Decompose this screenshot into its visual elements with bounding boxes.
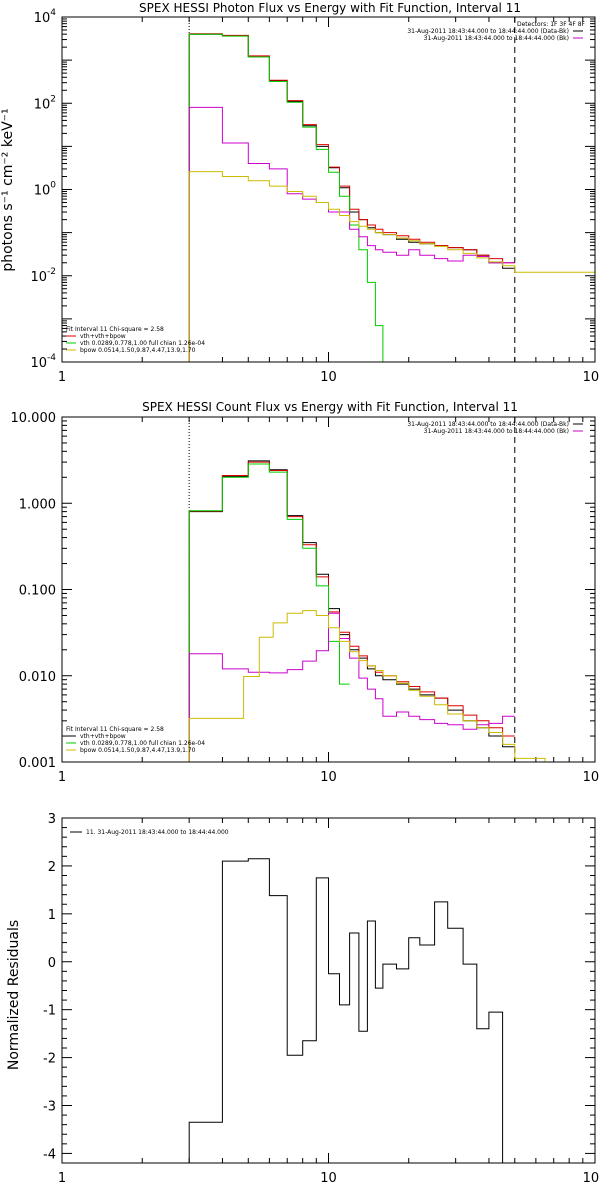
x-tick-label: 100: [583, 370, 600, 385]
y-tick-label: -3: [43, 1100, 56, 1115]
detectors-legend-entry: 31-Aug-2011 18:43:44.000 to 18:44:44.000…: [424, 35, 569, 42]
y-tick-label: 102: [34, 94, 56, 112]
y-tick-label: 1.000: [19, 497, 56, 512]
count-panel-title: SPEX HESSI Count Flux vs Energy with Fit…: [142, 400, 518, 414]
residuals-panel-y-axis-label: Normalized Residuals: [6, 920, 22, 1070]
y-tick-label: 2: [48, 860, 56, 875]
x-tick-label: 100: [583, 770, 600, 785]
fit-legend-header: Fit Interval 11 Chi-square = 2.58: [66, 326, 164, 333]
y-tick-label: -2: [43, 1052, 56, 1067]
series-vth2-line: [188, 612, 515, 762]
detectors-legend-entry: 31-Aug-2011 18:43:44.000 to 18:44:44.000…: [407, 421, 569, 428]
y-tick-label: 0.001: [19, 756, 56, 771]
detectors-legend-entry: 31-Aug-2011 18:43:44.000 to 18:44:44.000…: [424, 428, 569, 435]
x-tick-label: 1: [58, 770, 66, 785]
photon-panel-title: SPEX HESSI Photon Flux vs Energy with Fi…: [139, 1, 521, 15]
y-tick-label: 1: [48, 908, 56, 923]
x-tick-label: 1: [58, 370, 66, 385]
detectors-legend-entry: 31-Aug-2011 18:43:44.000 to 18:44:44.000…: [407, 28, 569, 35]
residuals-panel-frame: [61, 817, 596, 1164]
x-tick-label: 10: [320, 370, 337, 385]
x-tick-label: 10: [320, 770, 337, 785]
photon-panel-frame: [61, 16, 596, 363]
fit-legend-header: Fit Interval 11 Chi-square = 2.58: [66, 726, 164, 733]
x-tick-label: 100: [583, 1171, 600, 1186]
series-vth-line: [188, 33, 397, 363]
fit-legend-entry: bpow 0.0514,1.50,9.87,4.47,13.9,1.70: [80, 747, 196, 754]
x-tick-label: 1: [58, 1171, 66, 1186]
fit-legend-entry: bpow 0.0514,1.50,9.87,4.47,13.9,1.70: [80, 347, 196, 354]
y-tick-label: 104: [34, 8, 57, 26]
fit-legend-entry: vth 0.0289,0.778,1.00 full chian 1.26e-0…: [80, 740, 205, 747]
x-tick-label: 10: [320, 1171, 337, 1186]
y-tick-label: 3: [48, 812, 56, 827]
y-tick-label: -4: [43, 1147, 56, 1162]
fit-legend-entry: vth 0.0289,0.778,1.00 full chian 1.26e-0…: [80, 340, 205, 347]
series-total-line: [188, 33, 515, 362]
photon-panel-y-axis-label: photons s⁻¹ cm⁻² keV⁻¹: [0, 108, 16, 271]
residuals-panel: Normalized Residuals 1 10 100 -4 -3 -2 -1 0 1 2 3 1…: [6, 812, 600, 1186]
y-tick-label: 10-2: [30, 267, 56, 285]
series-vth2-line: [188, 106, 515, 362]
y-tick-label: 10-4: [30, 353, 56, 371]
detectors-legend-header: Detectors: 1F 3F 4F 8F: [517, 21, 586, 28]
y-tick-label: 0.100: [19, 584, 56, 599]
series-residuals-line: [188, 858, 504, 1163]
y-tick-label: 0.010: [19, 670, 56, 685]
count-flux-panel: SPEX HESSI Count Flux vs Energy with Fit…: [11, 400, 600, 785]
count-panel-frame: [61, 416, 596, 763]
fit-legend-entry: vth+vth+bpow: [80, 333, 126, 340]
photon-flux-panel: SPEX HESSI Photon Flux vs Energy with Fi…: [0, 1, 600, 385]
series-bpow-line: [188, 171, 595, 362]
y-tick-label: -1: [43, 1004, 56, 1019]
residual-legend-entry: 11. 31-Aug-2011 18:43:44.000 to 18:44:44…: [86, 829, 229, 836]
y-tick-label: 0: [48, 956, 56, 971]
fit-legend-entry: vth+vth+bpow: [80, 733, 126, 740]
y-tick-label: 10.000: [11, 411, 57, 426]
series-bpow-line: [188, 610, 595, 763]
y-tick-label: 100: [34, 181, 57, 199]
